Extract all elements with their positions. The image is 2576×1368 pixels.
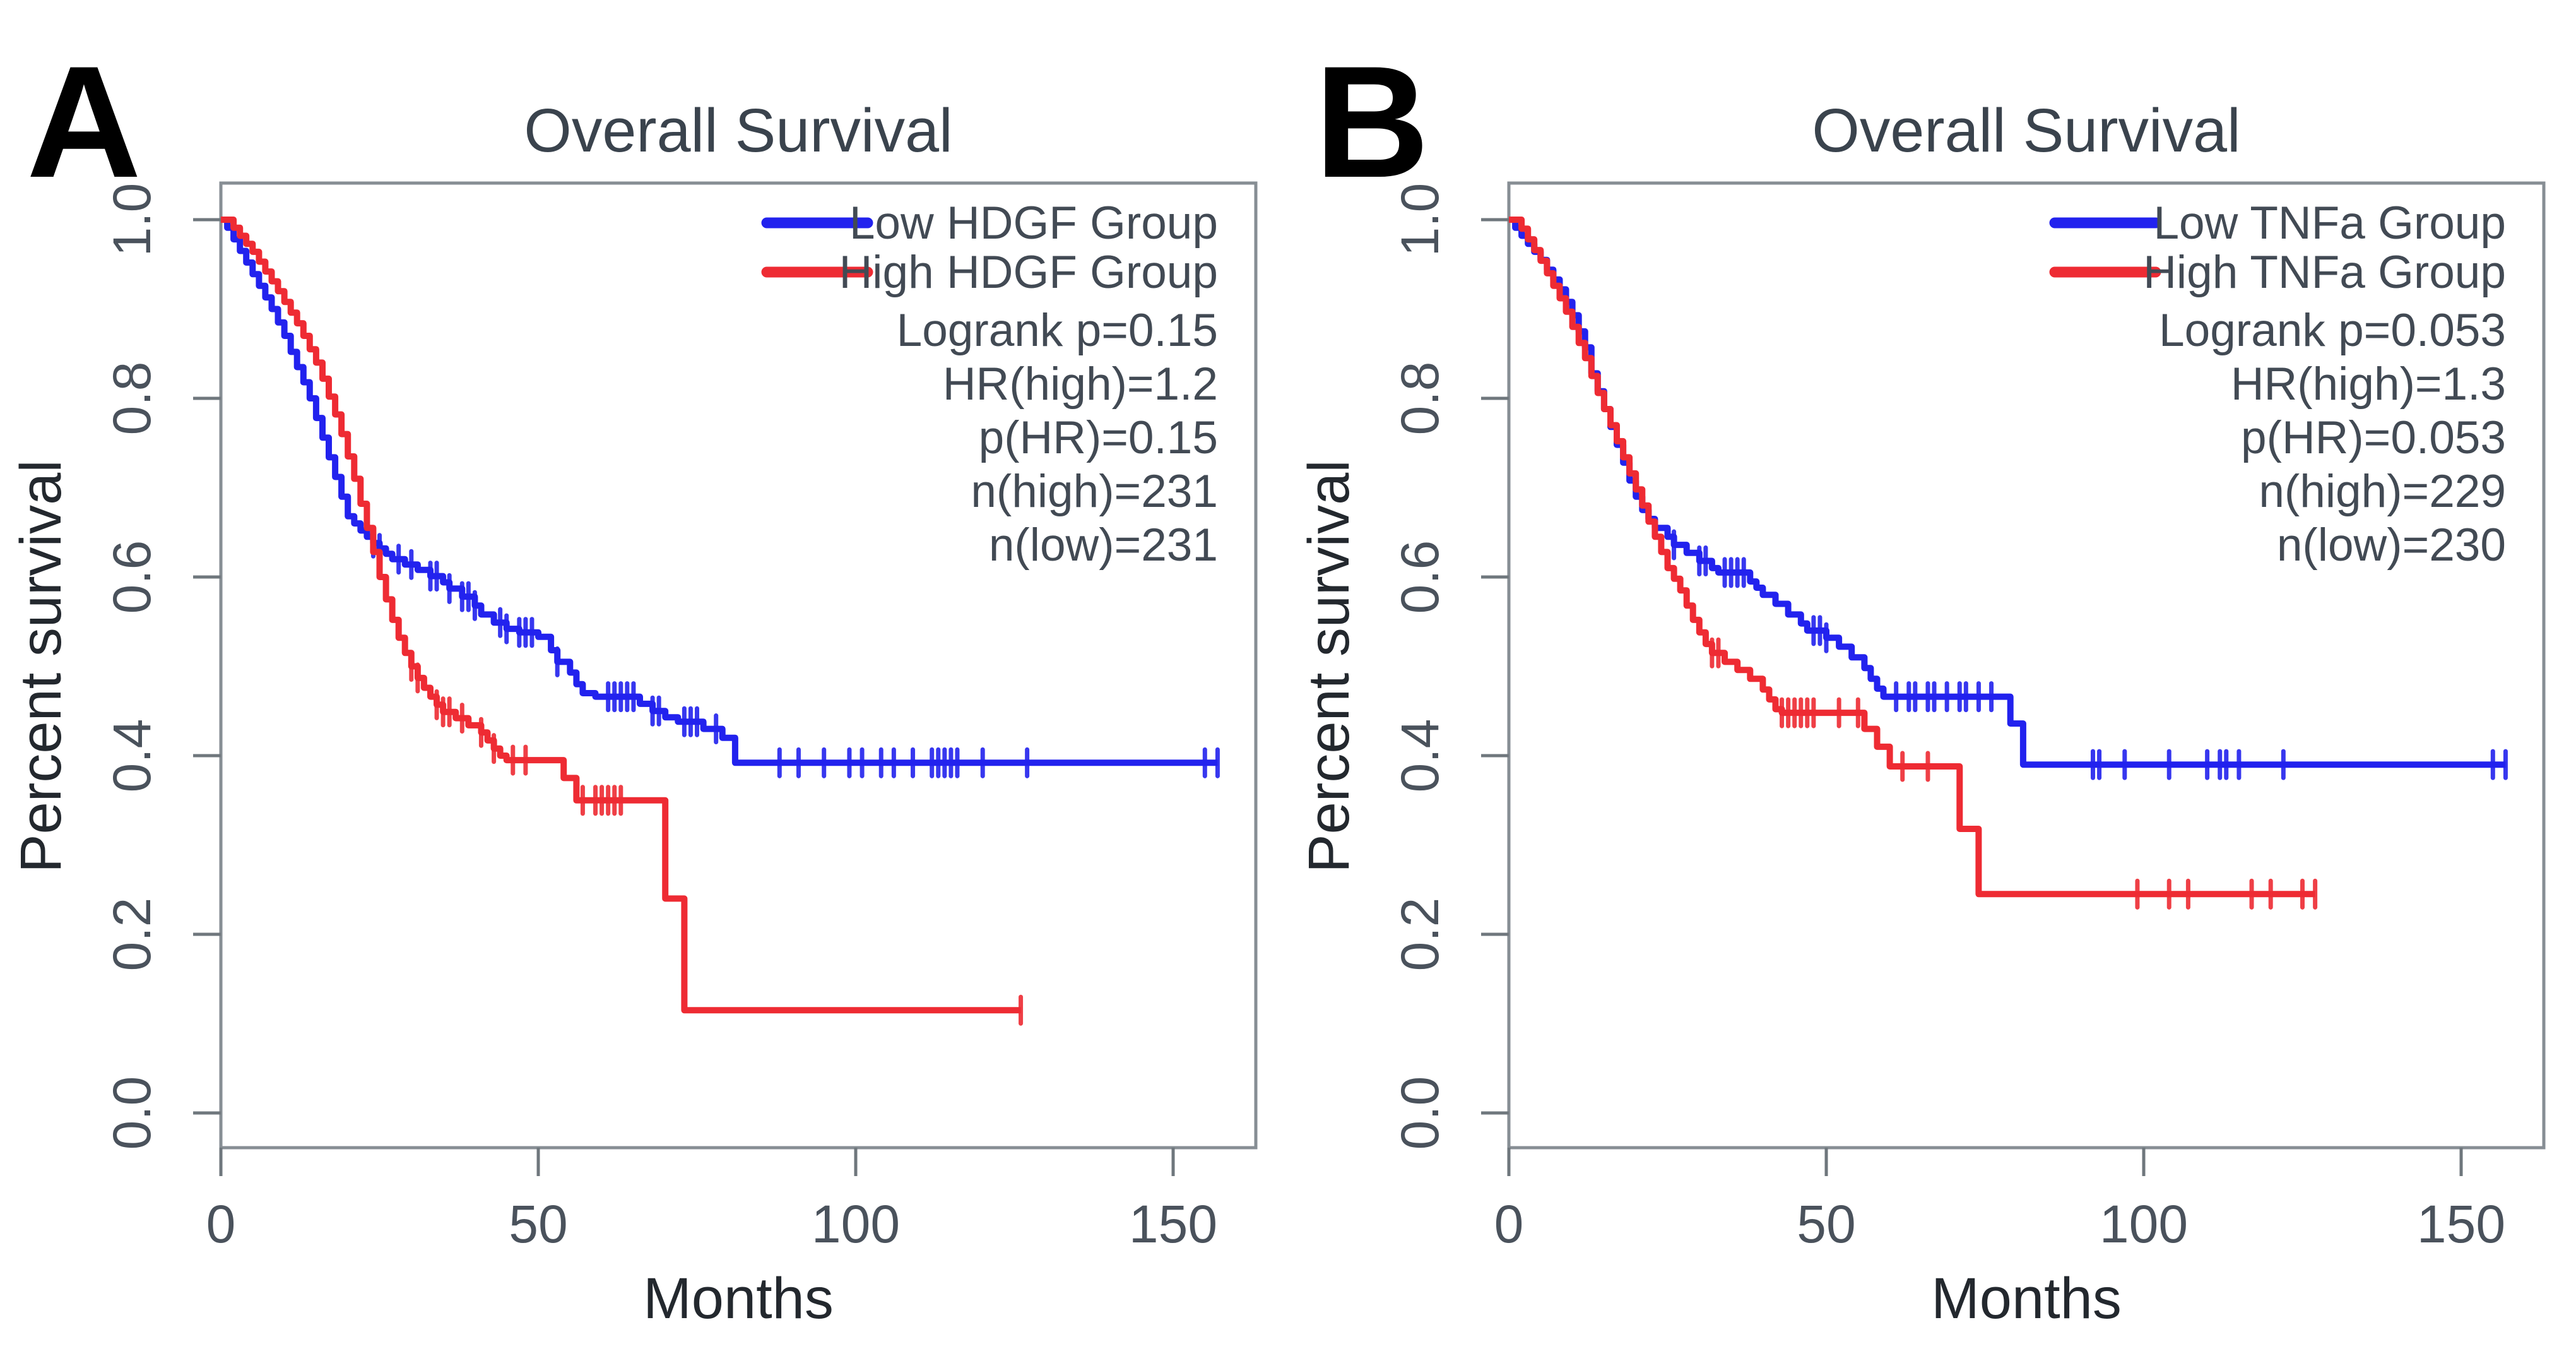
legend-stat: n(high)=231 [971,466,1218,517]
x-tick-label: 50 [1797,1194,1855,1254]
legend-label: Low TNFa Group [2153,198,2506,249]
x-axis-title: Months [643,1266,834,1331]
y-tick-label: 1.0 [102,183,162,257]
legend-stat: n(high)=229 [2259,466,2506,517]
legend-label: Low HDGF Group [849,198,1218,249]
y-axis-title: Percent survival [9,460,73,872]
legend-stat: Logrank p=0.15 [897,305,1218,356]
x-tick-label: 150 [2417,1194,2505,1254]
y-tick-label: 0.8 [102,362,162,436]
x-tick-label: 50 [509,1194,567,1254]
x-tick-label: 0 [206,1194,236,1254]
y-tick-label: 0.2 [102,898,162,972]
y-tick-label: 1.0 [1390,183,1450,257]
legend-stat: p(HR)=0.15 [979,412,1218,463]
y-tick-label: 0.0 [102,1076,162,1150]
survival-curve-high [1509,217,2315,898]
chart-title: Overall Survival [1812,96,2240,165]
x-tick-label: 150 [1129,1194,1217,1254]
y-tick-label: 0.0 [1390,1076,1450,1150]
legend-label: High HDGF Group [839,247,1218,298]
legend-stat: Logrank p=0.053 [2159,305,2506,356]
panel-letter: B [1315,33,1429,211]
km-plot-b: B Overall Survival Months Percent survival 0… [1297,33,2546,1331]
plot-box [219,181,1258,1150]
legend-stat: HR(high)=1.3 [2231,359,2506,410]
legend-stat: n(low)=230 [2277,520,2506,571]
survival-curve-high [221,217,1021,1014]
y-axis-title: Percent survival [1297,460,1361,872]
panel-a: A Overall Survival Months Percent survival 0… [9,33,1258,1331]
y-tick-label: 0.6 [1390,540,1450,614]
legend-label: High TNFa Group [2143,247,2506,298]
y-tick-label: 0.2 [1390,898,1450,972]
survival-curve-low [221,217,1218,766]
km-plot-a: A Overall Survival Months Percent survival 0… [9,33,1258,1331]
y-tick-label: 0.6 [102,540,162,614]
legend-stat: n(low)=231 [989,520,1218,571]
x-tick-label: 0 [1494,1194,1524,1254]
plot-box [1507,181,2546,1150]
chart-title: Overall Survival [524,96,952,165]
legend-stat: p(HR)=0.053 [2241,412,2506,463]
y-tick-label: 0.4 [102,719,162,793]
x-axis-title: Months [1931,1266,2122,1331]
y-tick-label: 0.4 [1390,719,1450,793]
legend-stat: HR(high)=1.2 [943,359,1218,410]
x-tick-label: 100 [2100,1194,2188,1254]
x-tick-label: 100 [812,1194,900,1254]
panel-b: B Overall Survival Months Percent survival 0… [1288,0,2576,1368]
panel-letter: A [27,33,141,211]
y-tick-label: 0.8 [1390,362,1450,436]
